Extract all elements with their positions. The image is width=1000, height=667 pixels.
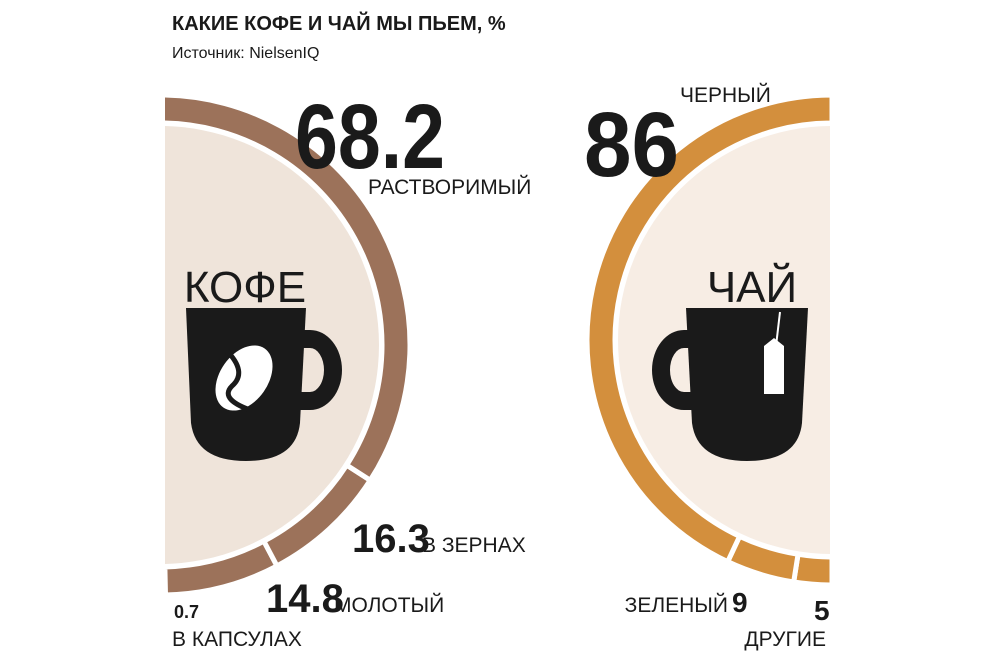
coffee-cup-icon: [186, 308, 342, 461]
category-label: В КАПСУЛАХ: [172, 628, 302, 651]
center-label: ЧАЙ: [707, 261, 797, 312]
category-label: МОЛОТЫЙ: [334, 593, 444, 617]
value-label: 68.2: [295, 86, 445, 188]
category-label: РАСТВОРИМЫЙ: [368, 175, 531, 199]
tea-cup-icon: [652, 308, 808, 461]
ring-segment: [584, 92, 830, 566]
category-label: В ЗЕРНАХ: [422, 534, 526, 557]
ring-segment: [165, 564, 169, 598]
value-label: 0.7: [174, 602, 199, 622]
value-label: 5: [814, 595, 830, 626]
source: Источник: NielsenIQ: [172, 45, 319, 62]
value-label: 9: [732, 587, 748, 618]
value-label: 14.8: [266, 577, 344, 621]
category-label: ДРУГИЕ: [744, 628, 826, 651]
value-label: 16.3: [352, 517, 430, 561]
title: КАКИЕ КОФЕ И ЧАЙ МЫ ПЬЕМ, %: [172, 11, 506, 35]
value-label: 86: [584, 94, 679, 196]
ring-segment: [165, 92, 413, 484]
category-label: ЗЕЛЕНЫЙ: [625, 593, 728, 617]
center-label: КОФЕ: [184, 263, 306, 312]
category-label: ЧЕРНЫЙ: [680, 83, 771, 107]
